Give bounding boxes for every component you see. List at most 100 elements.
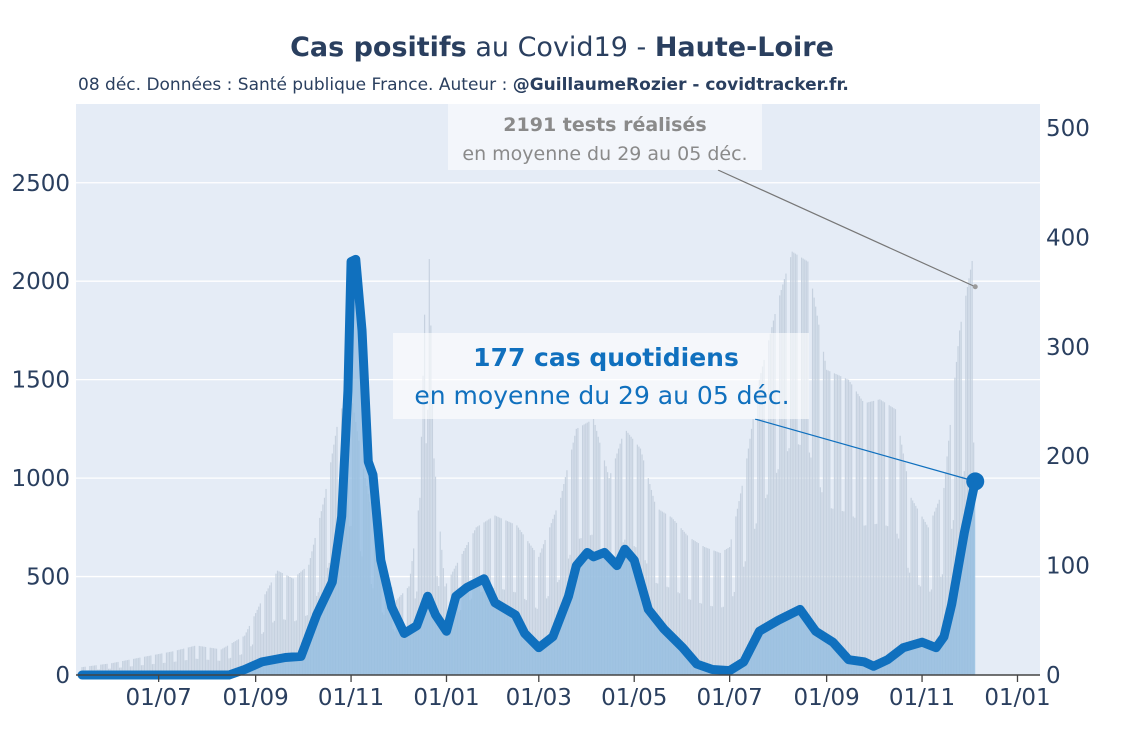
tests-bar <box>868 402 870 675</box>
y-left-tick-label: 500 <box>26 565 70 591</box>
tests-bar <box>292 578 294 675</box>
tests-bar <box>829 371 831 675</box>
tests-bar <box>755 523 757 675</box>
tests-bar <box>417 510 419 675</box>
tests-bar <box>696 542 698 675</box>
tests-bar <box>308 564 310 675</box>
tests-bar <box>575 428 577 675</box>
tests-bar <box>813 297 815 675</box>
tests-bar <box>264 594 266 675</box>
tests-bar <box>685 533 687 675</box>
tests-bar <box>785 273 787 675</box>
tests-bar <box>161 653 163 675</box>
tests-bar <box>847 379 850 675</box>
tests-bar <box>741 485 743 675</box>
tests-bar <box>295 620 297 675</box>
tests-bar <box>140 665 143 675</box>
tests-bar <box>699 602 701 675</box>
tests-bar <box>291 577 293 675</box>
tests-bar <box>721 607 723 675</box>
tests-bar <box>779 295 781 675</box>
tests-bar <box>904 462 906 675</box>
tests-bar <box>251 644 254 675</box>
tests-bar <box>802 258 804 675</box>
tests-bar <box>236 640 238 675</box>
tests-bar <box>733 591 735 675</box>
axes: 01/07 01/09 01/11 01/01 01/03 01/05 01/07 01/09… <box>11 116 1089 711</box>
tests-bar <box>801 257 803 675</box>
tests-bar <box>954 377 956 675</box>
tests-bar <box>811 288 814 675</box>
tests-bar <box>577 427 579 675</box>
x-tick-label: 01/09 <box>222 685 288 711</box>
tests-bar <box>278 571 280 675</box>
tests-bar <box>533 550 535 675</box>
tests-bar <box>422 375 424 675</box>
tests-bar <box>930 589 933 675</box>
tests-bar <box>855 391 857 675</box>
tests-bar <box>877 399 879 675</box>
tests-bar <box>427 409 429 675</box>
tests-bar <box>240 654 243 675</box>
tests-annotation-line1: 2191 tests réalisés <box>503 114 706 136</box>
tests-bar <box>90 665 92 675</box>
tests-bar <box>772 320 775 675</box>
tests-bar <box>112 662 114 675</box>
tests-bar <box>269 585 271 675</box>
tests-bar <box>835 374 837 675</box>
tests-bar <box>730 539 732 675</box>
tests-bar <box>852 516 854 675</box>
tests-bar <box>959 330 961 675</box>
tests-bar <box>225 646 227 675</box>
x-tick-label: 01/11 <box>318 685 384 711</box>
tests-bar <box>760 373 762 675</box>
tests-bar <box>247 629 249 675</box>
tests-annotation-connector <box>717 169 976 288</box>
tests-bar <box>170 651 172 675</box>
tests-bar <box>858 396 861 675</box>
tests-bar <box>743 566 745 675</box>
tests-bar <box>212 648 215 675</box>
title-bold-cases: Cas positifs <box>290 32 467 63</box>
tests-bar <box>423 314 426 675</box>
tests-bar <box>683 531 685 675</box>
tests-bar <box>103 664 105 675</box>
tests-bar <box>677 592 679 675</box>
tests-bar <box>774 314 776 675</box>
tests-bar <box>499 517 501 675</box>
tests-bar <box>765 498 767 675</box>
tests-bar <box>133 658 135 675</box>
tests-bar <box>969 269 972 675</box>
tests-bar <box>788 448 790 675</box>
tests-bar <box>915 505 917 675</box>
tests-bar <box>902 453 904 675</box>
y-right-tick-label: 300 <box>1046 335 1090 361</box>
tests-bar <box>924 521 926 675</box>
tests-bar <box>971 260 973 675</box>
tests-bar <box>913 503 915 675</box>
tests-bar <box>686 535 689 675</box>
tests-bar <box>563 484 565 675</box>
tests-bar <box>905 471 908 675</box>
tests-bar <box>894 409 897 675</box>
y-right-tick-label: 200 <box>1046 444 1090 470</box>
tests-bar <box>866 402 868 675</box>
tests-bar <box>250 646 252 675</box>
tests-bar <box>165 652 168 675</box>
tests-bar <box>431 391 434 675</box>
tests-bar <box>775 472 778 675</box>
tests-bar <box>901 444 903 675</box>
tests-bar <box>137 657 139 675</box>
tests-bar <box>766 494 768 675</box>
tests-bar <box>115 662 118 675</box>
tests-bar <box>95 665 97 675</box>
tests-bar <box>100 664 102 675</box>
tests-bar <box>851 384 853 675</box>
tests-bar <box>273 620 276 675</box>
cases-annotation-connector <box>754 418 976 482</box>
tests-bar <box>705 547 707 675</box>
tests-bar <box>164 662 166 675</box>
tests-bar <box>793 252 795 675</box>
tests-bar <box>92 665 94 675</box>
tests-bar <box>854 517 856 675</box>
